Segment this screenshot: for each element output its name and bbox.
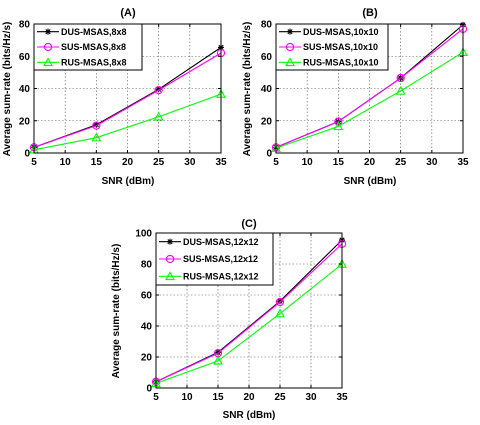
y-tick-label: 20 (141, 353, 153, 364)
legend: DUS-MSAS,10x10 SUS-MSAS,10x10 RUS-MSAS,10x… (275, 23, 389, 71)
x-tick-label: 25 (153, 157, 165, 168)
y-tick-label: 0 (24, 149, 30, 160)
series-line-triangle (275, 51, 464, 149)
series-line-circle (155, 243, 343, 383)
data-point-circle (275, 297, 285, 307)
data-point-triangle (91, 132, 102, 142)
x-tick-label: 30 (305, 392, 317, 403)
x-tick-label: 30 (426, 157, 438, 168)
data-point-circle (154, 85, 163, 95)
x-axis-label: SNR (dBm) (102, 176, 155, 187)
x-tick-label: 25 (395, 157, 407, 168)
legend-marker-triangle (165, 271, 175, 281)
data-point-triangle (333, 121, 344, 131)
legend-label: SUS-MSAS,8x8 (61, 42, 126, 52)
y-tick-label: 20 (19, 116, 31, 127)
x-tick-label: 20 (243, 392, 255, 403)
y-tick-label: 60 (261, 52, 273, 63)
y-tick-label: 40 (19, 84, 31, 95)
legend-label: DUS-MSAS,12x12 (183, 237, 259, 247)
x-tick-label: 5 (273, 157, 279, 168)
x-tick-label: 35 (457, 157, 469, 168)
y-tick-label: 40 (261, 84, 273, 95)
data-point-star (277, 298, 283, 305)
data-point-circle (396, 73, 405, 83)
y-tick-label: 0 (266, 149, 272, 160)
data-point-triangle (153, 111, 164, 121)
series-line-circle (275, 28, 464, 148)
legend-marker-star (287, 28, 293, 35)
series-line-triangle (33, 93, 222, 151)
legend-label: DUS-MSAS,8x8 (61, 27, 127, 37)
chart-title: (C) (241, 218, 257, 230)
data-point-triangle (395, 85, 406, 95)
legend-label: SUS-MSAS,10x10 (303, 42, 378, 52)
chart-title: (B) (362, 7, 378, 19)
legend-label: RUS-MSAS,8x8 (61, 58, 127, 68)
x-axis-label: SNR (dBm) (223, 410, 276, 421)
y-axis-label: Average sum-rate (bits/Hz/s) (242, 22, 253, 157)
x-tick-label: 10 (302, 157, 314, 168)
y-tick-label: 80 (261, 20, 273, 31)
y-axis-label: Average sum-rate (bits/Hz/s) (2, 22, 13, 157)
legend-marker-circle (165, 254, 175, 264)
legend-label: SUS-MSAS,12x12 (183, 254, 258, 264)
x-tick-label: 20 (364, 157, 376, 168)
chart-panel-3: 5 10 15 20 25 30 35 0 20 40 60 80 100 (C) SNR (dBm) Ave… (111, 218, 348, 421)
legend-marker-circle (43, 42, 53, 52)
y-tick-label: 80 (141, 260, 153, 271)
x-tick-label: 10 (181, 392, 193, 403)
legend-marker-circle (285, 42, 295, 52)
legend-marker-triangle (43, 57, 53, 67)
data-point-triangle (213, 355, 223, 365)
x-tick-label: 15 (333, 157, 345, 168)
y-tick-label: 80 (19, 20, 31, 31)
data-point-circle (92, 121, 101, 130)
legend-marker-triangle (285, 57, 295, 67)
x-tick-label: 5 (31, 157, 37, 168)
y-tick-label: 0 (146, 384, 152, 395)
legend-marker-star (45, 28, 51, 35)
x-tick-label: 30 (184, 157, 196, 168)
legend: DUS-MSAS,8x8 SUS-MSAS,8x8 RUS-MSAS,8x8 (33, 23, 143, 71)
legend-label: DUS-MSAS,10x10 (303, 27, 379, 37)
x-tick-label: 25 (274, 392, 286, 403)
x-tick-label: 35 (336, 392, 348, 403)
data-point-circle (334, 117, 343, 126)
y-tick-label: 60 (19, 52, 31, 63)
data-point-triangle (275, 308, 285, 318)
legend-label: RUS-MSAS,12x12 (183, 272, 259, 282)
chart-title: (A) (120, 7, 136, 19)
legend-label: RUS-MSAS,10x10 (303, 58, 379, 68)
x-tick-label: 35 (215, 157, 227, 168)
y-tick-label: 20 (261, 116, 273, 127)
chart-panel-1: 5 10 15 20 25 30 35 0 20 40 60 80 (A) SNR (dBm) Averag… (2, 7, 227, 187)
x-tick-label: 15 (91, 157, 103, 168)
series-line-circle (33, 52, 222, 148)
chart-panel-2: 5 10 15 20 25 30 35 0 20 40 60 80 (B) SNR (dBm) Averag… (242, 7, 469, 187)
x-tick-label: 10 (60, 157, 72, 168)
x-axis-label: SNR (dBm) (344, 176, 397, 187)
y-tick-label: 40 (141, 322, 153, 333)
x-tick-label: 20 (122, 157, 134, 168)
x-tick-label: 15 (212, 392, 224, 403)
x-tick-label: 5 (153, 392, 159, 403)
y-tick-label: 60 (141, 291, 153, 302)
y-tick-label: 100 (135, 229, 152, 240)
y-axis-label: Average sum-rate (bits/Hz/s) (111, 244, 122, 379)
legend-marker-star (167, 238, 173, 245)
series-line-triangle (155, 263, 343, 384)
legend: DUS-MSAS,12x12 SUS-MSAS,12x12 RUS-MSAS,12x… (155, 232, 274, 286)
